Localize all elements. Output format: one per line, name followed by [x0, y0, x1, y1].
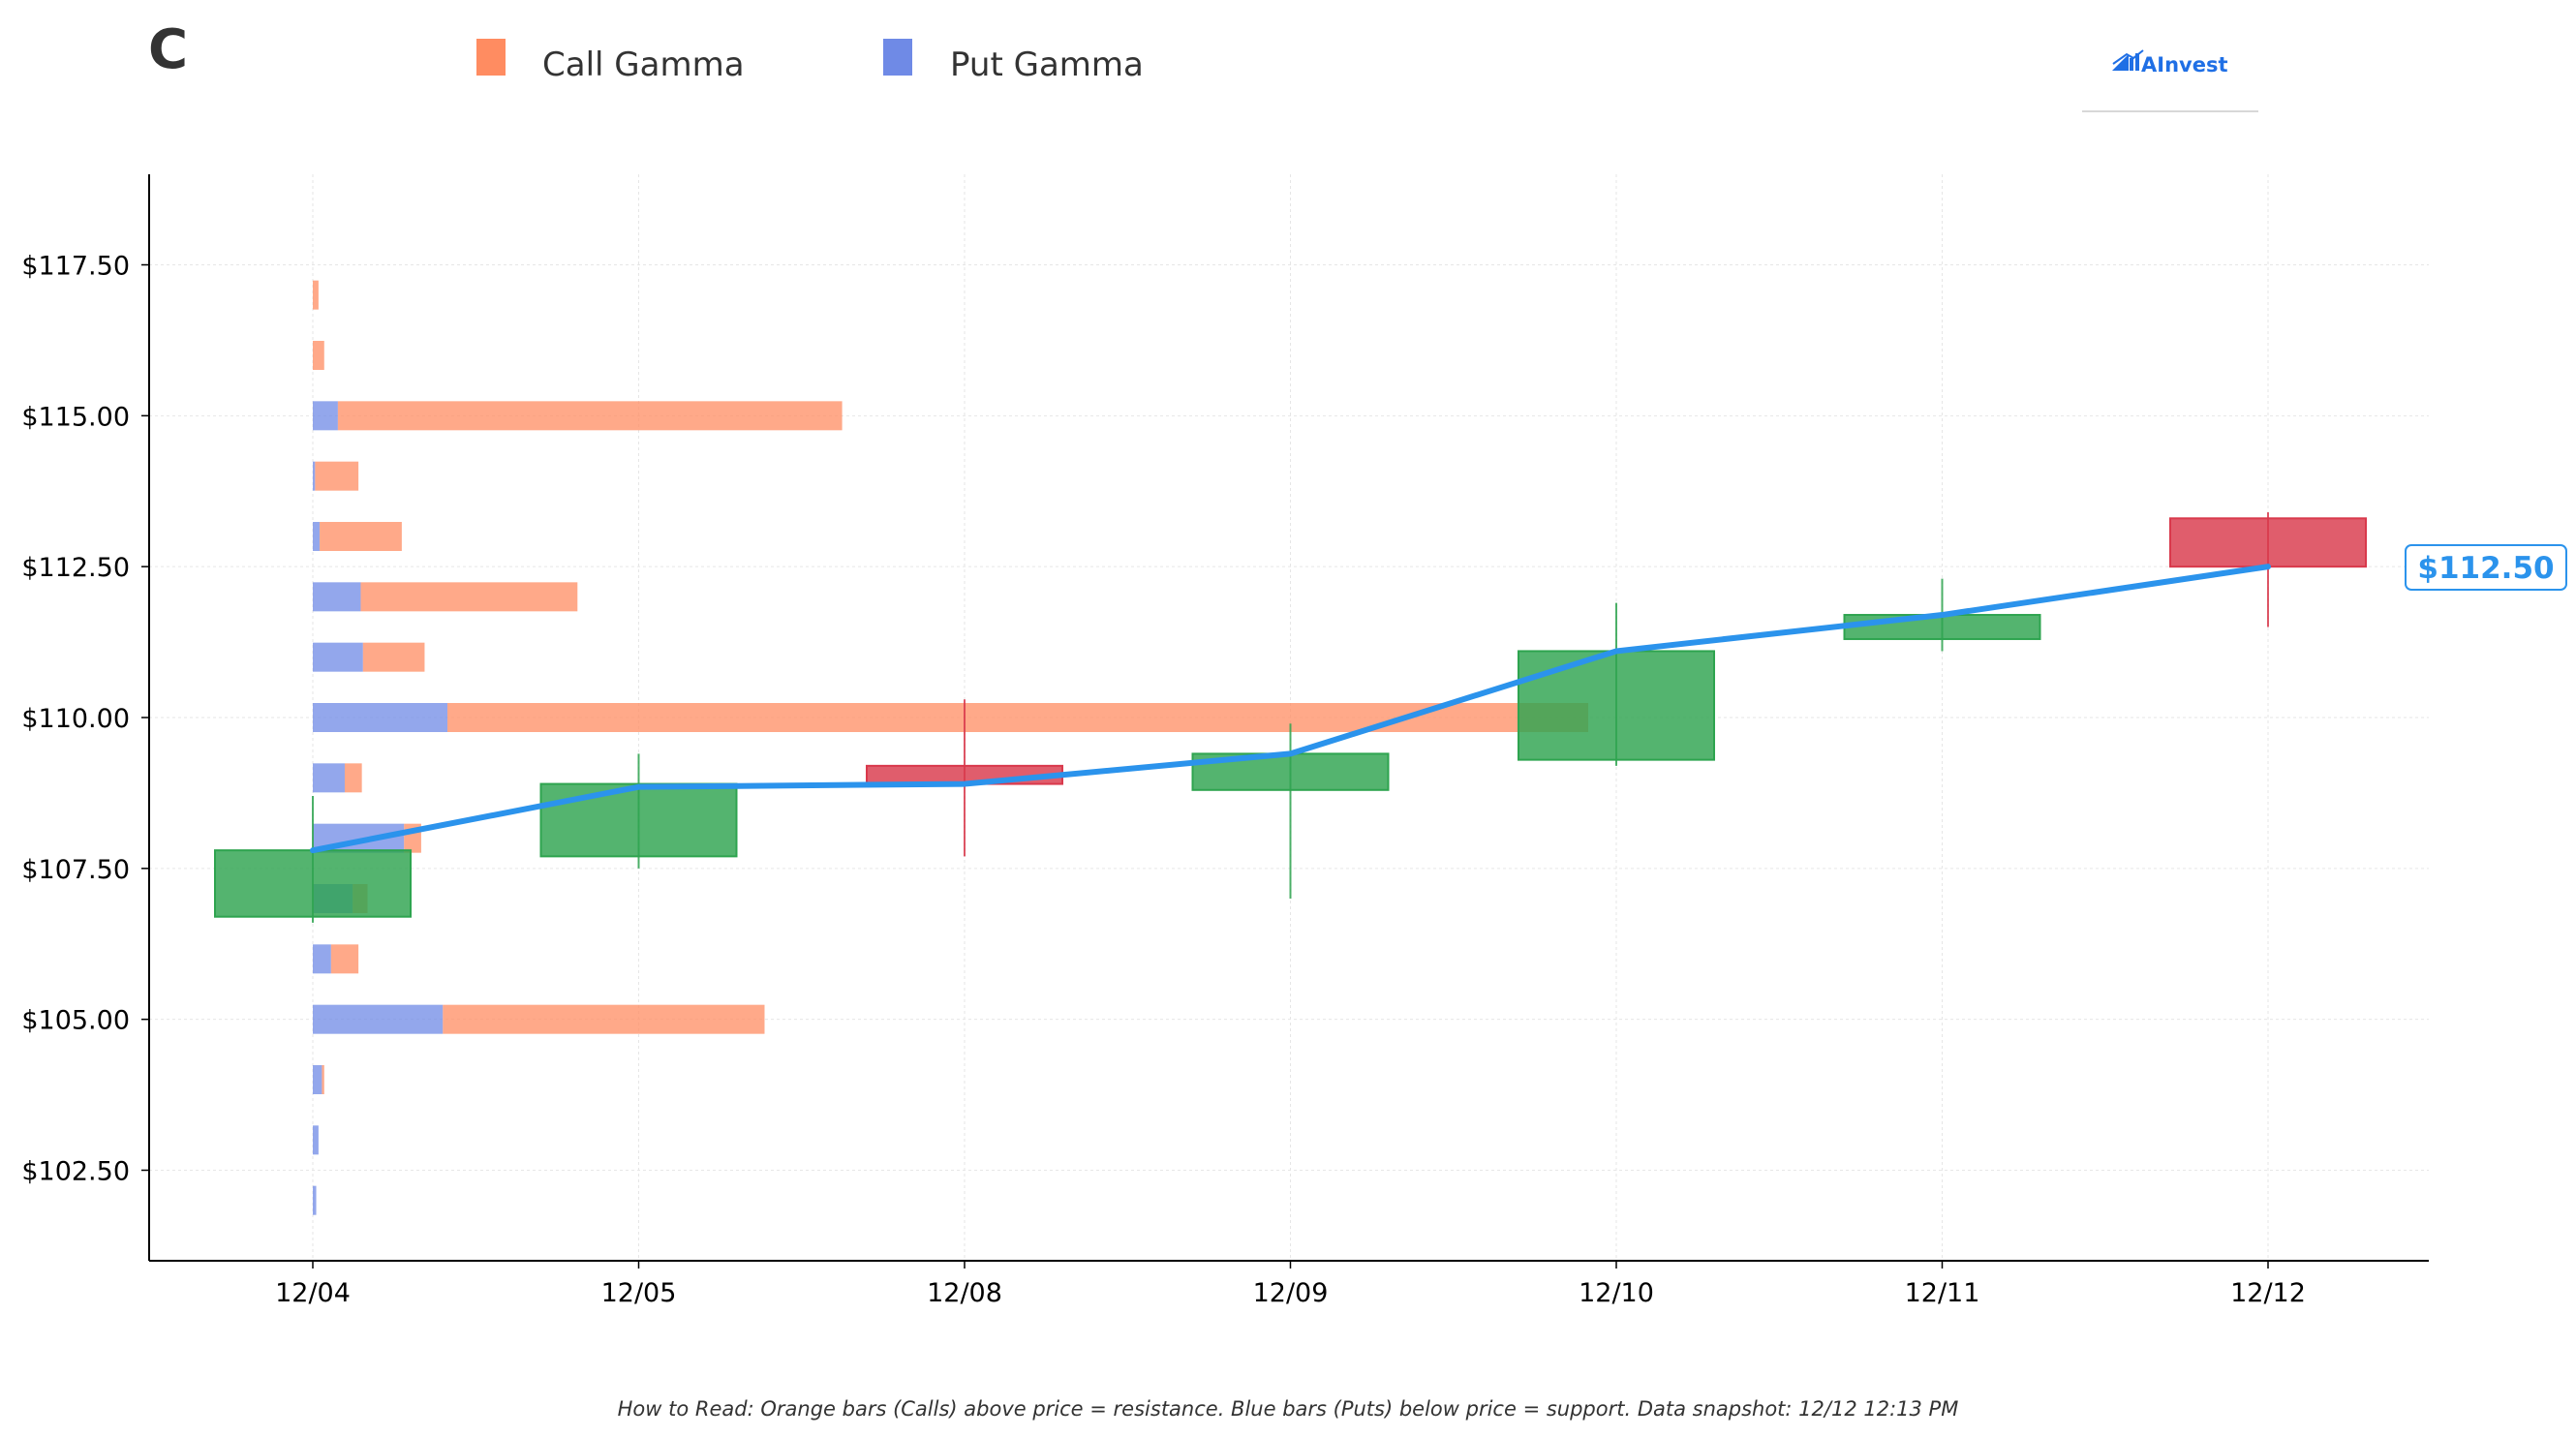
- put-gamma-bar: [313, 401, 338, 431]
- y-tick-label: $110.00: [21, 704, 130, 734]
- last-price-label: $112.50: [2417, 551, 2554, 586]
- x-tick-label: 12/09: [1253, 1278, 1329, 1308]
- call-gamma-bar: [344, 763, 362, 793]
- price-line-layer: [310, 564, 2271, 854]
- put-gamma-bar: [313, 1065, 322, 1094]
- put-gamma-bar: [313, 1125, 319, 1155]
- legend-call-swatch: [476, 39, 506, 76]
- call-gamma-bar: [362, 642, 425, 672]
- put-gamma-bar: [313, 763, 345, 793]
- x-tick-label: 12/08: [927, 1278, 1002, 1308]
- tick-labels: $102.50 $105.00 $107.50 $110.00 $112.50 $115.…: [21, 252, 2306, 1309]
- put-gamma-bar: [313, 582, 361, 612]
- candle-body: [1843, 614, 2041, 640]
- y-tick-label: $105.00: [21, 1006, 130, 1036]
- candles: [214, 512, 2367, 923]
- put-gamma-bar: [313, 1185, 317, 1215]
- put-gamma-bar: [313, 703, 448, 732]
- candle-body: [214, 849, 412, 918]
- y-tick-label: $112.50: [21, 553, 130, 583]
- last-price-tag-box: [2405, 544, 2567, 591]
- call-gamma-bar: [360, 582, 578, 612]
- y-tick-label: $107.50: [21, 855, 130, 885]
- y-tick-label: $117.50: [21, 252, 130, 282]
- ainvest-logo-icon: [2112, 49, 2144, 71]
- put-gamma-bar: [313, 522, 321, 551]
- put-gamma-bar: [313, 461, 316, 491]
- call-gamma-bar: [447, 703, 1589, 732]
- call-gamma-bar: [443, 1004, 765, 1034]
- legend-call-label: Call Gamma: [542, 46, 745, 84]
- price-line: [310, 564, 2271, 854]
- call-gamma-bar: [320, 522, 402, 551]
- x-tick-label: 12/10: [1579, 1278, 1654, 1308]
- gamma-bars: [313, 280, 1589, 1215]
- call-gamma-bar: [313, 341, 324, 370]
- y-tick-label: $115.00: [21, 402, 130, 432]
- last-price-tag: $112.50: [2405, 544, 2567, 591]
- candle-body: [539, 782, 738, 858]
- call-gamma-bar: [337, 401, 843, 431]
- y-tick-label: $102.50: [21, 1157, 130, 1187]
- call-gamma-bar: [315, 461, 359, 491]
- legend: Call Gamma Put Gamma: [476, 39, 1144, 84]
- footnote: How to Read: Orange bars (Calls) above p…: [618, 1397, 1959, 1421]
- ticker-title: C: [148, 18, 188, 81]
- x-tick-label: 12/12: [2230, 1278, 2306, 1308]
- x-tick-label: 12/11: [1905, 1278, 1980, 1308]
- put-gamma-bar: [313, 1004, 444, 1034]
- legend-put-label: Put Gamma: [950, 46, 1144, 84]
- candle-body: [2169, 517, 2367, 568]
- call-gamma-bar: [313, 280, 319, 310]
- call-gamma-bar: [330, 944, 359, 974]
- call-gamma-bar: [322, 1065, 324, 1094]
- legend-put-swatch: [883, 39, 912, 76]
- put-gamma-bar: [313, 944, 331, 974]
- x-tick-label: 12/04: [275, 1278, 351, 1308]
- put-gamma-bar: [313, 642, 363, 672]
- candle-body: [1518, 650, 1715, 761]
- brand-name: AInvest: [2141, 53, 2228, 76]
- ainvest-logo: AInvest: [2082, 49, 2258, 112]
- x-tick-label: 12/05: [601, 1278, 677, 1308]
